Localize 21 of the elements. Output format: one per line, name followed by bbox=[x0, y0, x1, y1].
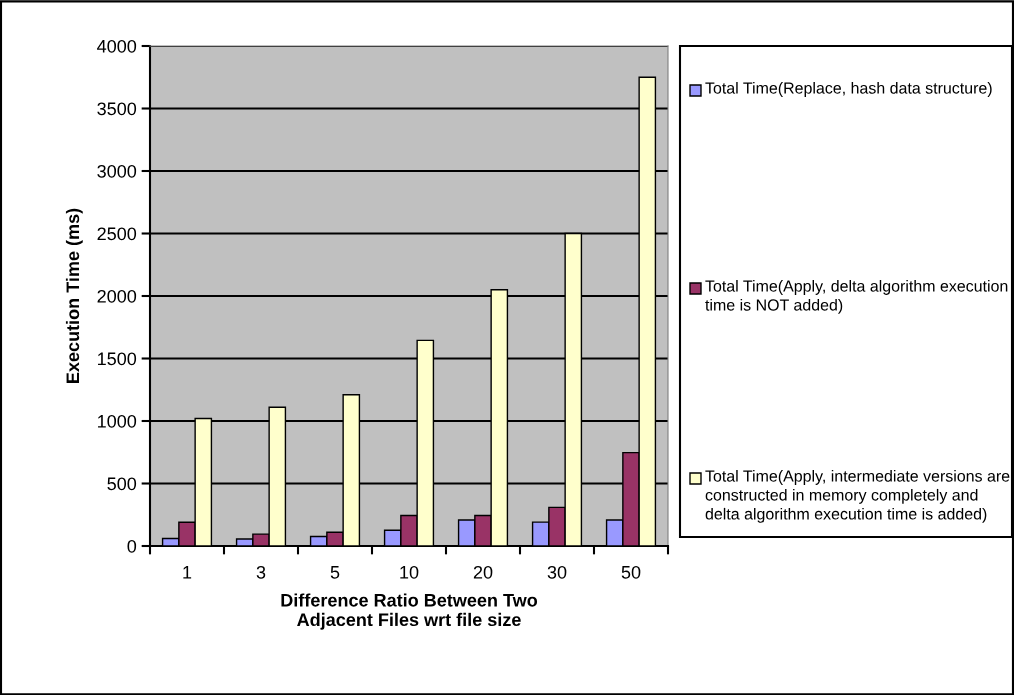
x-tick-label: 1 bbox=[183, 566, 192, 579]
legend-label: Total Time(Replace, hash data structure) bbox=[705, 82, 992, 97]
y-tick-label: 3500 bbox=[97, 102, 137, 116]
x-axis-title: Difference Ratio Between Two Adjacent Files wrt file size bbox=[281, 593, 538, 630]
x-tick-label: 10 bbox=[400, 565, 419, 579]
y-tick-label: 4000 bbox=[97, 39, 137, 53]
y-tick-label: 2500 bbox=[97, 227, 137, 241]
y-tick-label: 0 bbox=[127, 539, 137, 553]
y-tick-label: 2000 bbox=[97, 289, 137, 303]
y-tick-label: 1000 bbox=[98, 414, 137, 428]
legend-label: Total Time(Apply, delta algorithm execution time is NOT added) bbox=[705, 280, 1008, 314]
y-tick-label: 3000 bbox=[97, 164, 137, 178]
x-tick-label: 20 bbox=[473, 565, 493, 579]
x-tick-label: 50 bbox=[621, 565, 641, 579]
y-axis-title: Execution Time (ms) bbox=[65, 208, 83, 383]
y-tick-label: 500 bbox=[107, 477, 137, 491]
y-tick-label: 1500 bbox=[98, 352, 137, 366]
x-tick-label: 5 bbox=[330, 566, 340, 579]
x-tick-label: 30 bbox=[547, 565, 567, 579]
x-tick-label: 3 bbox=[256, 565, 266, 579]
legend-label: Total Time(Apply, intermediate versions are constructed in memory completely and delta algorithm execution time is added) bbox=[705, 470, 1010, 523]
